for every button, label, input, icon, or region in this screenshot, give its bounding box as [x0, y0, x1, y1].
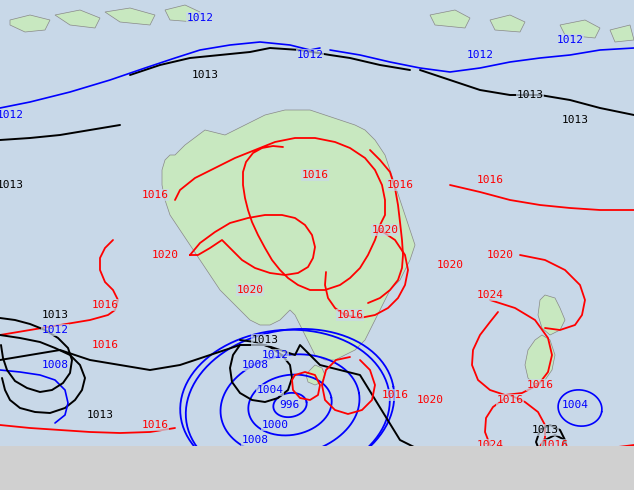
Text: 1012: 1012 [0, 110, 23, 120]
Text: 1013: 1013 [297, 450, 323, 460]
Polygon shape [610, 25, 634, 42]
Text: 1012: 1012 [467, 50, 493, 60]
Text: 1016: 1016 [496, 395, 524, 405]
Text: ©weatheronline.co.uk: ©weatheronline.co.uk [496, 474, 621, 484]
Text: 1013: 1013 [86, 410, 113, 420]
Text: 1013: 1013 [292, 470, 318, 480]
Text: 1020: 1020 [152, 250, 179, 260]
Polygon shape [306, 365, 325, 385]
Text: Tu 25-06-2024 00:00 UTC (12+84): Tu 25-06-2024 00:00 UTC (12+84) [389, 450, 621, 464]
Text: 1012: 1012 [261, 350, 288, 360]
Text: 1024: 1024 [477, 290, 503, 300]
Text: 1008: 1008 [41, 360, 68, 370]
Text: Surface pressure [hPa] EC (AIFS): Surface pressure [hPa] EC (AIFS) [13, 455, 253, 468]
Text: 1016: 1016 [387, 180, 413, 190]
Polygon shape [538, 295, 565, 335]
Text: 1016: 1016 [91, 300, 119, 310]
Polygon shape [430, 10, 470, 28]
Text: 1013: 1013 [562, 115, 588, 125]
Polygon shape [490, 15, 525, 32]
Text: 1020: 1020 [486, 250, 514, 260]
Polygon shape [560, 20, 600, 38]
Text: 1024: 1024 [477, 440, 503, 450]
Polygon shape [10, 15, 50, 32]
Polygon shape [525, 335, 555, 385]
Text: 1004: 1004 [562, 400, 588, 410]
Polygon shape [165, 5, 200, 22]
Text: 1012: 1012 [186, 13, 214, 23]
Polygon shape [55, 10, 100, 28]
Text: 1020: 1020 [477, 470, 503, 480]
Text: 1020: 1020 [236, 285, 264, 295]
Text: 1012: 1012 [557, 35, 583, 45]
Text: 1020: 1020 [417, 395, 444, 405]
Text: 1013: 1013 [41, 310, 68, 320]
Text: 1013: 1013 [0, 180, 23, 190]
Text: 1013: 1013 [191, 70, 219, 80]
Polygon shape [105, 8, 155, 25]
Text: 1013: 1013 [252, 335, 278, 345]
Polygon shape [162, 110, 415, 360]
Text: 1016: 1016 [141, 190, 169, 200]
Text: 996: 996 [279, 400, 299, 410]
Text: 1016: 1016 [337, 310, 363, 320]
Text: 1008: 1008 [242, 360, 269, 370]
Text: 1016: 1016 [141, 420, 169, 430]
Text: 1016: 1016 [91, 340, 119, 350]
Text: 1004: 1004 [257, 385, 283, 395]
Text: 1016: 1016 [302, 170, 328, 180]
Text: 1008: 1008 [242, 435, 269, 445]
Text: 1016: 1016 [541, 440, 569, 450]
Text: 1016: 1016 [526, 380, 553, 390]
Text: 1012: 1012 [297, 50, 323, 60]
Text: 1012: 1012 [41, 325, 68, 335]
Text: 1013: 1013 [517, 90, 543, 100]
Text: 1020: 1020 [372, 225, 399, 235]
Text: 1000: 1000 [261, 420, 288, 430]
Text: 1013: 1013 [531, 425, 559, 435]
Text: 1020: 1020 [436, 260, 463, 270]
Text: 1016: 1016 [382, 390, 408, 400]
Text: 1020: 1020 [417, 485, 444, 490]
Text: 1016: 1016 [477, 175, 503, 185]
